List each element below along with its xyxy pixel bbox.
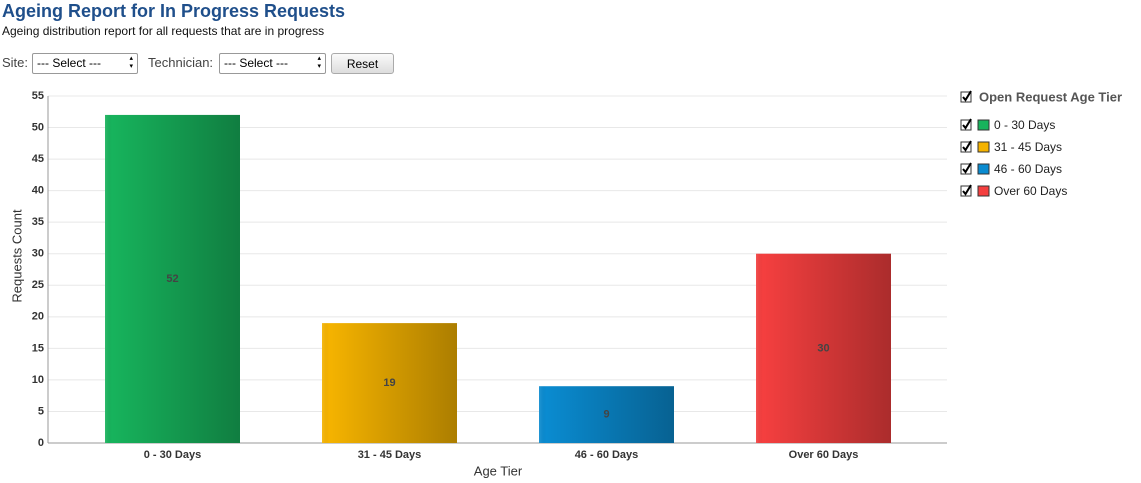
bar-shade <box>322 323 457 443</box>
bar-value-label: 19 <box>383 377 395 389</box>
y-tick-label: 25 <box>32 279 44 291</box>
x-tick-label: Over 60 Days <box>789 449 859 461</box>
legend-swatch <box>977 163 990 175</box>
y-tick-label: 35 <box>32 216 44 228</box>
y-tick-label: 40 <box>32 185 44 197</box>
legend-swatch <box>977 141 990 153</box>
x-axis-title: Age Tier <box>474 463 523 478</box>
bar-shade <box>105 114 240 443</box>
legend-label: Over 60 Days <box>994 184 1067 198</box>
checkbox-check <box>962 140 972 152</box>
legend-swatch <box>977 119 990 131</box>
y-axis-title: Requests Count <box>9 209 24 303</box>
y-tick-label: 45 <box>32 153 44 165</box>
legend-swatch <box>977 185 990 197</box>
bar-shade <box>756 253 891 443</box>
x-tick-label: 0 - 30 Days <box>144 449 201 461</box>
y-tick-label: 5 <box>38 405 44 417</box>
legend-label: 46 - 60 Days <box>994 162 1062 176</box>
x-tick-label: 46 - 60 Days <box>575 449 639 461</box>
checkbox-check <box>962 184 972 196</box>
bar-value-label: 52 <box>166 273 178 285</box>
checkbox-box <box>960 119 972 131</box>
y-tick-label: 10 <box>32 374 44 386</box>
y-tick-label: 30 <box>32 248 44 260</box>
y-tick-label: 50 <box>32 121 44 133</box>
y-tick-label: 0 <box>38 437 44 449</box>
legend-checkbox[interactable] <box>960 162 972 175</box>
checkbox-check <box>962 162 972 174</box>
site-label: Site: <box>2 55 29 70</box>
checkbox-box <box>960 163 972 175</box>
technician-select-value: --- Select --- <box>224 56 288 70</box>
legend-title: Open Request Age Tier <box>979 89 1122 104</box>
technician-select[interactable]: --- Select --- <box>219 53 326 74</box>
site-select-value: --- Select --- <box>37 56 101 70</box>
y-tick-label: 55 <box>32 90 44 102</box>
checkbox-box <box>960 185 972 197</box>
legend-checkbox[interactable] <box>960 118 972 131</box>
technician-label: Technician: <box>148 55 214 70</box>
legend-label: 0 - 30 Days <box>994 118 1055 132</box>
x-tick-label: 31 - 45 Days <box>358 449 422 461</box>
checkbox-box <box>960 141 972 153</box>
checkbox-check <box>962 90 972 102</box>
bar-value-label: 30 <box>817 342 829 354</box>
checkbox-box <box>960 91 972 103</box>
bar-value-label: 9 <box>603 409 609 421</box>
checkbox-check <box>962 118 972 130</box>
legend-checkbox[interactable] <box>960 90 972 103</box>
report-title: Ageing Report for In Progress Requests <box>2 1 346 21</box>
bar-shade <box>539 386 674 443</box>
legend-label: 31 - 45 Days <box>994 140 1062 154</box>
legend-checkbox[interactable] <box>960 140 972 153</box>
report-subtitle: Ageing distribution report for all reque… <box>2 24 325 38</box>
legend-checkbox[interactable] <box>960 184 972 197</box>
y-tick-label: 15 <box>32 342 44 354</box>
reset-button[interactable]: Reset <box>331 53 394 74</box>
site-select[interactable]: --- Select --- <box>32 53 138 74</box>
y-tick-label: 20 <box>32 311 44 323</box>
